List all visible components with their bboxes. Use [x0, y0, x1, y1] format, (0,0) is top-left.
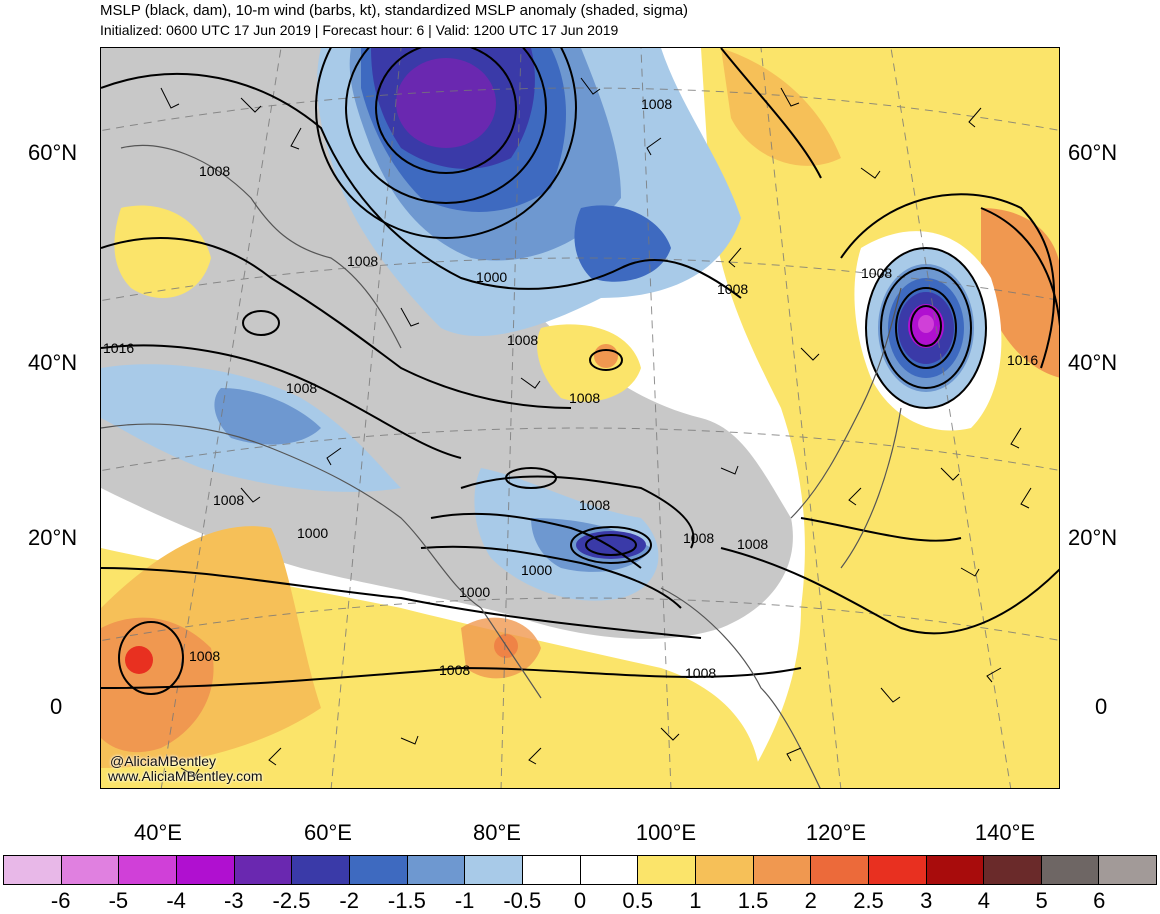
- contour-label: 1000: [476, 269, 507, 285]
- contour-label: 1008: [347, 253, 378, 269]
- colorbar-cell: [234, 856, 293, 884]
- lon-label: 60°E: [304, 820, 352, 845]
- colorbar-tick-label: 6: [1093, 888, 1106, 913]
- colorbar-tick-label: 1.5: [737, 888, 769, 913]
- lat-label-right: 60°N: [1068, 140, 1118, 165]
- lon-label: 120°E: [805, 820, 867, 845]
- credit-site: www.AliciaMBentley.com: [108, 768, 263, 784]
- contour-label: 1008: [507, 332, 538, 348]
- colorbar-cell: [926, 856, 985, 884]
- colorbar-cell: [349, 856, 408, 884]
- lat-label-left: 40°N: [28, 350, 78, 375]
- colorbar-tick-label: -1: [454, 888, 475, 913]
- lat-label-left: 20°N: [28, 525, 78, 550]
- lon-label: 40°E: [134, 820, 182, 845]
- contour-label: 1008: [685, 665, 716, 681]
- colorbar-tick-label: -2.5: [272, 888, 311, 913]
- colorbar-cell: [984, 856, 1042, 884]
- contour-label: 1008: [213, 492, 244, 508]
- graticule: [101, 48, 1059, 788]
- colorbar-tick-label: -2: [339, 888, 359, 913]
- colorbar-tick-label: -6: [50, 888, 71, 913]
- lon-label: 100°E: [635, 820, 697, 845]
- contour-label: 1008: [641, 96, 672, 112]
- colorbar-cell: [292, 856, 350, 884]
- anomaly-orange-ne: [981, 208, 1059, 378]
- anomaly-colorbar: [3, 855, 1157, 885]
- colorbar-cell: [1041, 856, 1100, 884]
- contour-label: 1008: [439, 662, 470, 678]
- colorbar-cell: [176, 856, 235, 884]
- colorbar-tick-label: 0: [573, 888, 587, 913]
- colorbar-cell: [868, 856, 927, 884]
- colorbar-tick-label: -0.5: [503, 888, 542, 913]
- colorbar-tick-label: 2.5: [853, 888, 884, 913]
- map-canvas: 1008 1008 1008 1000 1008 1008 1016 1008 …: [101, 48, 1059, 788]
- colorbar-cell: [465, 856, 523, 884]
- colorbar-cell: [753, 856, 812, 884]
- colorbar-tick-label: 1: [689, 888, 702, 913]
- anomaly-orange-mid: [594, 344, 618, 368]
- lon-label: 140°E: [974, 820, 1036, 845]
- anomaly-yellow-east: [701, 48, 1059, 788]
- contour-labels: 1008 1008 1008 1000 1008 1008 1016 1008 …: [103, 96, 1038, 681]
- colorbar-cell: [1099, 856, 1157, 884]
- map-panel: 1008 1008 1008 1000 1008 1008 1016 1008 …: [100, 47, 1060, 789]
- colorbar-tick-label: -3: [224, 888, 244, 913]
- colorbar-tick-label: 3: [920, 888, 933, 913]
- contour-label: 1008: [717, 281, 748, 297]
- colorbar-cell: [61, 856, 120, 884]
- contour-label: 1008: [286, 380, 317, 396]
- contour-label: 1008: [579, 497, 610, 513]
- colorbar-tick-label: -4: [166, 888, 186, 913]
- contour-label: 1008: [737, 536, 768, 552]
- colorbar-cell: [522, 856, 581, 884]
- map-title: MSLP (black, dam), 10-m wind (barbs, kt)…: [100, 2, 689, 19]
- colorbar-tick-label: 4: [977, 888, 991, 913]
- colorbar-cell: [695, 856, 754, 884]
- anomaly-yellow-mid: [537, 324, 641, 402]
- lat-label-right: 40°N: [1068, 350, 1118, 375]
- coastlines: [101, 144, 902, 788]
- lat-label-right: 0: [1095, 694, 1108, 719]
- credit-handle: @AliciaMBentley: [110, 753, 217, 769]
- contour-label: 1000: [297, 525, 328, 541]
- contour-label: 1008: [569, 390, 600, 406]
- anomaly-orange-india: [461, 617, 541, 679]
- contour-label: 1008: [189, 648, 220, 664]
- anomaly-yellow-europe: [114, 205, 211, 298]
- colorbar-cell: [580, 856, 639, 884]
- wind-barbs: [160, 77, 1032, 777]
- mslp-contours: [101, 48, 1059, 695]
- anomaly-purple-north: [396, 58, 496, 148]
- colorbar-tick-label: -1.5: [387, 888, 426, 913]
- lat-label-left: 60°N: [28, 140, 78, 165]
- lat-label-left: 0: [50, 694, 63, 719]
- map-subtitle: Initialized: 0600 UTC 17 Jun 2019 | Fore…: [100, 22, 619, 38]
- colorbar-tick-label: 5: [1035, 888, 1048, 913]
- lon-label: 80°E: [473, 820, 521, 845]
- anomaly-lightorange-ne: [721, 48, 841, 166]
- contour-label: 1008: [861, 265, 892, 281]
- colorbar-tick-label: 0.5: [622, 888, 653, 913]
- colorbar-cell: [638, 856, 696, 884]
- contour-label: 1016: [1007, 352, 1038, 368]
- contour-label: 1016: [103, 340, 134, 356]
- colorbar-cell: [119, 856, 177, 884]
- colorbar-cell: [407, 856, 466, 884]
- contour-label: 1008: [199, 163, 230, 179]
- colorbar-tick-label: -5: [108, 888, 129, 913]
- anomaly-blue-europe: [214, 388, 321, 445]
- colorbar-tick-label: 2: [804, 888, 817, 913]
- lat-label-right: 20°N: [1068, 525, 1118, 550]
- anomaly-red-west: [125, 646, 153, 674]
- colorbar-cell: [4, 856, 62, 884]
- contour-label: 1008: [683, 530, 714, 546]
- anomaly-magenta-japan: [918, 315, 934, 333]
- colorbar-cell: [811, 856, 869, 884]
- contour-label: 1000: [521, 562, 552, 578]
- contour-label: 1000: [459, 584, 490, 600]
- anomaly-blue-siberia: [574, 205, 671, 282]
